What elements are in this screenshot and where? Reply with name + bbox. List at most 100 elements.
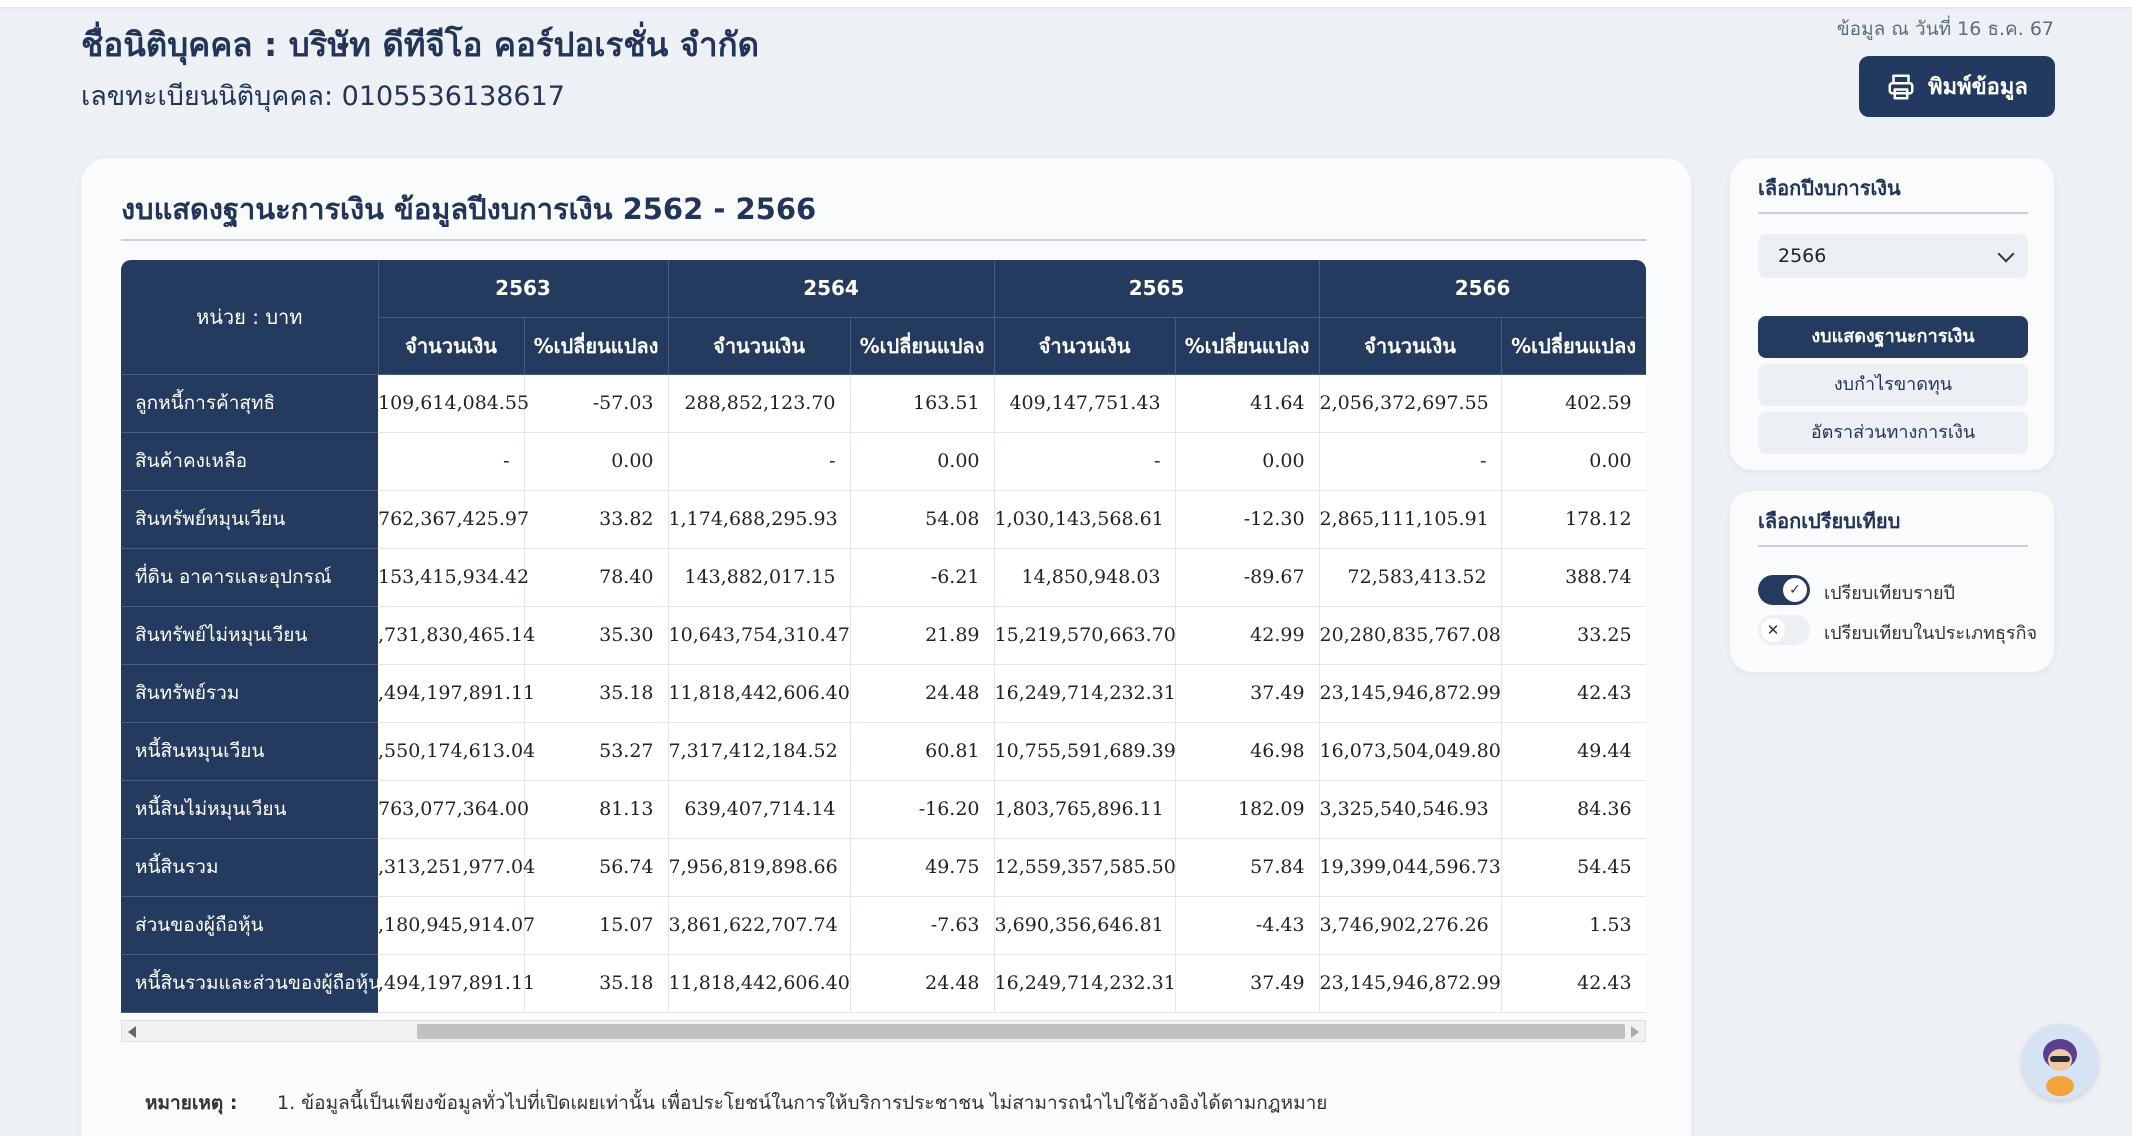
change-cell: 37.49	[1175, 954, 1320, 1013]
amount-cell: 23,145,946,872.99	[1319, 954, 1502, 1013]
change-cell: 57.84	[1175, 838, 1320, 897]
year-select-value: 2566	[1778, 245, 1827, 267]
change-cell: -57.03	[524, 374, 669, 433]
change-header: %เปลี่ยนแปลง	[1175, 317, 1320, 375]
table-row: ที่ดิน อาคารและอุปกรณ์ 153,415,934.42 78.4…	[121, 548, 1646, 607]
amount-header: จำนวนเงิน	[378, 317, 525, 375]
row-label: ลูกหนี้การค้าสุทธิ	[121, 374, 378, 433]
divider	[121, 239, 1646, 241]
change-cell: 15.07	[524, 896, 669, 955]
amount-cell: 3,325,540,546.93	[1319, 780, 1502, 839]
print-button-label: พิมพ์ข้อมูล	[1928, 75, 2028, 100]
check-icon: ✓	[1783, 578, 1807, 602]
amount-cell: ,494,197,891.11	[378, 664, 535, 723]
change-cell: 35.18	[524, 954, 669, 1013]
change-cell: 53.27	[524, 722, 669, 781]
change-cell: 78.40	[524, 548, 669, 607]
compare-yearly-toggle[interactable]: ✓	[1758, 575, 1810, 605]
amount-cell: 16,249,714,232.31	[994, 954, 1176, 1013]
amount-cell: -	[378, 432, 525, 491]
horizontal-scrollbar[interactable]	[121, 1020, 1646, 1042]
row-label: หนี้สินรวมและส่วนของผู้ถือหุ้น	[121, 954, 378, 1013]
table-row: ส่วนของผู้ถือหุ้น ,180,945,914.07 15.07 3,8…	[121, 896, 1646, 955]
change-cell: 0.00	[850, 432, 995, 491]
amount-cell: 11,818,442,606.40	[668, 664, 851, 723]
amount-cell: -	[668, 432, 851, 491]
amount-cell: ,313,251,977.04	[378, 838, 535, 897]
table-container[interactable]: หน่วย : บาท 2563 2564 2565 2566 จำนวนเงิ…	[121, 260, 1646, 1020]
change-header: %เปลี่ยนแปลง	[850, 317, 995, 375]
year-header: 2565	[994, 260, 1320, 318]
amount-cell: ,550,174,613.04	[378, 722, 535, 781]
chevron-down-icon	[1997, 245, 2015, 263]
change-cell: -89.67	[1175, 548, 1320, 607]
change-cell: 54.08	[850, 490, 995, 549]
amount-cell: 409,147,751.43	[994, 374, 1176, 433]
change-cell: 42.99	[1175, 606, 1320, 665]
change-cell: -4.43	[1175, 896, 1320, 955]
table-row: หนี้สินรวมและส่วนของผู้ถือหุ้น ,494,197,8…	[121, 954, 1646, 1013]
change-cell: 388.74	[1501, 548, 1646, 607]
financial-ratio-button[interactable]: อัตราส่วนทางการเงิน	[1758, 412, 2028, 454]
year-header: 2566	[1319, 260, 1646, 318]
amount-cell: 10,643,754,310.47	[668, 606, 851, 665]
amount-cell: 109,614,084.55	[378, 374, 529, 433]
note-label: หมายเหตุ :	[145, 1092, 238, 1114]
amount-cell: 2,865,111,105.91	[1319, 490, 1502, 549]
table-row: สินทรัพย์รวม ,494,197,891.11 35.18 11,818,4…	[121, 664, 1646, 723]
change-cell: 163.51	[850, 374, 995, 433]
compare-business-toggle[interactable]: ✕	[1758, 615, 1810, 645]
change-cell: 56.74	[524, 838, 669, 897]
scrollbar-thumb[interactable]	[417, 1024, 1625, 1039]
divider	[1758, 545, 2028, 547]
change-cell: 49.44	[1501, 722, 1646, 781]
row-label: หนี้สินไม่หมุนเวียน	[121, 780, 378, 839]
compare-yearly-label: เปรียบเทียบรายปี	[1824, 583, 1955, 604]
amount-cell: 16,249,714,232.31	[994, 664, 1176, 723]
amount-cell: 72,583,413.52	[1319, 548, 1502, 607]
income-statement-button[interactable]: งบกำไรขาดทุน	[1758, 364, 2028, 406]
change-cell: 49.75	[850, 838, 995, 897]
compare-title: เลือกเปรียบเทียบ	[1758, 509, 1901, 533]
change-cell: -7.63	[850, 896, 995, 955]
change-cell: 84.36	[1501, 780, 1646, 839]
amount-cell: ,731,830,465.14	[378, 606, 535, 665]
change-cell: 42.43	[1501, 954, 1646, 1013]
table-row: สินทรัพย์หมุนเวียน 762,367,425.97 33.82 1,1…	[121, 490, 1646, 549]
amount-header: จำนวนเงิน	[668, 317, 851, 375]
data-date: ข้อมูล ณ วันที่ 16 ธ.ค. 67	[1836, 18, 2054, 40]
change-cell: 402.59	[1501, 374, 1646, 433]
row-label: ที่ดิน อาคารและอุปกรณ์	[121, 548, 378, 607]
amount-cell: 288,852,123.70	[668, 374, 851, 433]
amount-cell: 12,559,357,585.50	[994, 838, 1176, 897]
amount-cell: 3,690,356,646.81	[994, 896, 1176, 955]
year-select[interactable]: 2566	[1758, 234, 2028, 278]
table-row: หนี้สินหมุนเวียน ,550,174,613.04 53.27 7,31…	[121, 722, 1646, 781]
change-cell: 178.12	[1501, 490, 1646, 549]
year-selector-title: เลือกปีงบการเงิน	[1758, 176, 1901, 200]
scroll-right-icon[interactable]	[1631, 1026, 1639, 1038]
amount-cell: ,180,945,914.07	[378, 896, 535, 955]
amount-cell: 143,882,017.15	[668, 548, 851, 607]
amount-cell: 639,407,714.14	[668, 780, 851, 839]
change-cell: 37.49	[1175, 664, 1320, 723]
amount-cell: 763,077,364.00	[378, 780, 529, 839]
financial-statement-card: งบแสดงฐานะการเงิน ข้อมูลปีงบการเงิน 2562…	[81, 158, 1691, 1136]
print-button[interactable]: พิมพ์ข้อมูล	[1859, 56, 2055, 117]
change-cell: 46.98	[1175, 722, 1320, 781]
row-label: สินทรัพย์รวม	[121, 664, 378, 723]
change-cell: 35.18	[524, 664, 669, 723]
registration-number: เลขทะเบียนนิติบุคคล: 0105536138617	[81, 81, 565, 112]
unit-header: หน่วย : บาท	[121, 260, 379, 375]
printer-icon	[1888, 74, 1914, 99]
change-cell: 60.81	[850, 722, 995, 781]
table-row: หนี้สินรวม ,313,251,977.04 56.74 7,956,819,…	[121, 838, 1646, 897]
chatbot-button[interactable]	[2022, 1024, 2098, 1100]
table-row: สินค้าคงเหลือ -0.00-0.00-0.00-0.00	[121, 432, 1646, 491]
balance-sheet-button[interactable]: งบแสดงฐานะการเงิน	[1758, 316, 2028, 358]
change-cell: 41.64	[1175, 374, 1320, 433]
change-cell: -12.30	[1175, 490, 1320, 549]
year-selector-card: เลือกปีงบการเงิน 2566 งบแสดงฐานะการเงิน …	[1730, 158, 2054, 470]
scroll-left-icon[interactable]	[128, 1026, 136, 1038]
close-icon: ✕	[1761, 618, 1785, 642]
